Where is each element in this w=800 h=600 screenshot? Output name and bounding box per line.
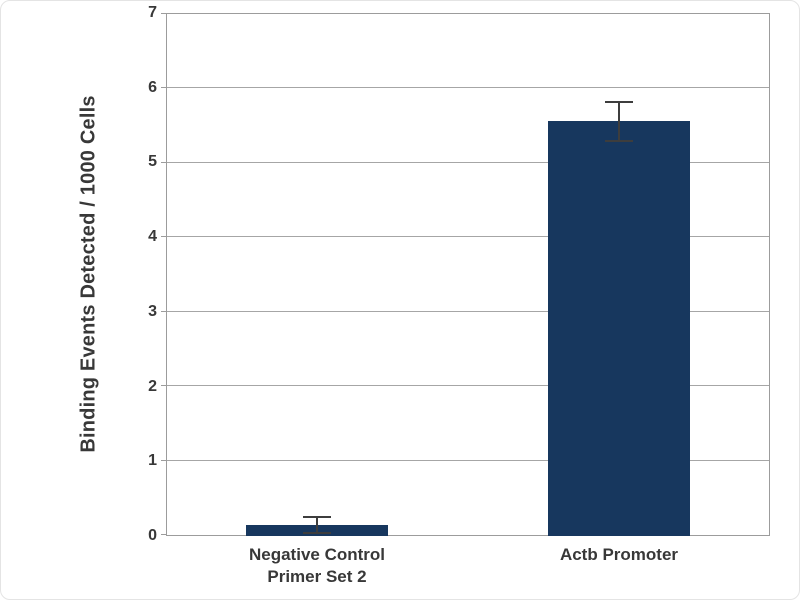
error-bar-cap-bottom	[303, 531, 331, 534]
bar	[548, 121, 690, 536]
y-tick-label: 5	[148, 153, 157, 171]
bar-slot	[166, 13, 468, 536]
error-bar-cap-bottom	[605, 139, 633, 142]
y-tick-label: 0	[148, 527, 157, 544]
y-axis-tick-mark	[161, 459, 166, 461]
y-tick-label: 4	[148, 228, 157, 246]
gridline	[167, 385, 769, 387]
y-axis-tick-mark	[161, 310, 166, 312]
y-axis-title: Binding Events Detected / 1000 Cells	[77, 95, 100, 453]
y-tick-label: 1	[148, 452, 157, 470]
y-axis-tick-mark	[161, 161, 166, 163]
error-bar-cap-top	[605, 101, 633, 104]
y-tick-label: 2	[148, 377, 157, 395]
y-axis-tick-mark	[161, 236, 166, 238]
y-axis-tick-mark	[161, 13, 166, 14]
y-axis-tick-labels: 0 1 2 3 4 5 6 7	[119, 5, 157, 544]
gridline	[167, 161, 769, 163]
x-category-label: Actb Promoter	[559, 545, 679, 564]
error-bar-stem	[618, 101, 620, 142]
error-bar-stem	[316, 515, 318, 534]
y-axis-tick-mark	[161, 87, 166, 89]
gridline	[167, 310, 769, 312]
gridline	[167, 459, 769, 461]
error-bar-cap-top	[303, 515, 331, 518]
gridline	[167, 236, 769, 238]
y-axis-tick-mark	[161, 534, 166, 535]
error-bar	[605, 101, 633, 142]
x-axis-category-labels: Negative Control Primer Set 2 Actb Promot…	[166, 544, 770, 588]
y-axis-tick-mark	[161, 385, 166, 387]
error-bar	[303, 515, 331, 534]
y-tick-label: 3	[148, 302, 157, 320]
gridline	[167, 87, 769, 89]
x-category-label: Negative Control Primer Set 2	[248, 545, 386, 587]
y-tick-label: 6	[148, 78, 157, 96]
y-tick-label: 7	[148, 4, 157, 21]
bar-slot	[468, 13, 770, 536]
bars-layer	[166, 13, 770, 536]
